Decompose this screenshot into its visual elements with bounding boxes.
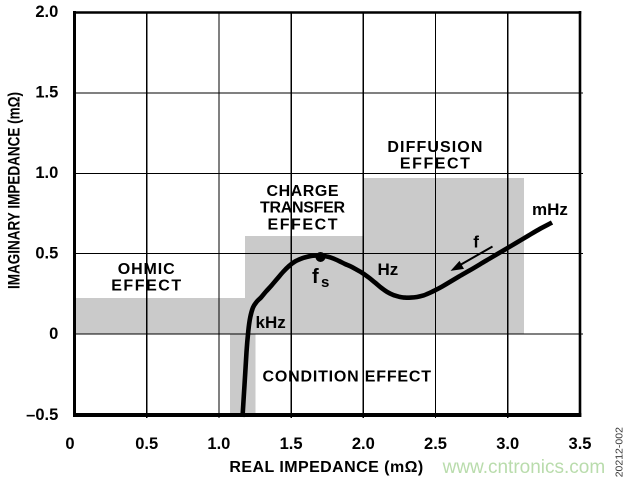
svg-text:CHARGE: CHARGE: [267, 183, 339, 200]
svg-text:REAL IMPEDANCE (mΩ): REAL IMPEDANCE (mΩ): [229, 459, 423, 476]
svg-text:2.0: 2.0: [352, 435, 375, 453]
svg-text:0: 0: [65, 435, 74, 453]
svg-text:0.5: 0.5: [135, 435, 158, 453]
svg-text:kHz: kHz: [256, 313, 286, 332]
svg-text:20212-002: 20212-002: [614, 427, 626, 477]
svg-text:2.0: 2.0: [35, 3, 58, 21]
svg-text:1.0: 1.0: [207, 435, 230, 453]
svg-text:mHz: mHz: [532, 200, 568, 219]
svg-text:f: f: [473, 233, 479, 252]
svg-text:s: s: [321, 274, 329, 291]
svg-text:EFFECT: EFFECT: [400, 156, 470, 173]
svg-text:1.0: 1.0: [35, 164, 58, 182]
svg-text:3.0: 3.0: [496, 435, 519, 453]
svg-text:EFFECT: EFFECT: [268, 216, 338, 233]
svg-text:0: 0: [49, 325, 58, 343]
svg-text:1.5: 1.5: [280, 435, 303, 453]
svg-text:OHMIC: OHMIC: [118, 261, 175, 278]
svg-text:IMAGINARY IMPEDANCE (mΩ): IMAGINARY IMPEDANCE (mΩ): [6, 92, 24, 289]
svg-text:CONDITION EFFECT: CONDITION EFFECT: [263, 369, 432, 386]
svg-text:EFFECT: EFFECT: [111, 278, 181, 295]
svg-text:–0.5: –0.5: [26, 406, 58, 424]
svg-text:www.cntronics.com: www.cntronics.com: [442, 457, 606, 478]
svg-text:3.5: 3.5: [569, 435, 592, 453]
svg-text:Hz: Hz: [378, 260, 399, 279]
svg-text:DIFFUSION: DIFFUSION: [387, 139, 482, 156]
svg-text:1.5: 1.5: [35, 84, 58, 102]
svg-text:TRANSFER: TRANSFER: [260, 200, 345, 217]
svg-text:f: f: [312, 266, 319, 288]
svg-text:0.5: 0.5: [35, 245, 58, 263]
svg-text:2.5: 2.5: [424, 435, 447, 453]
